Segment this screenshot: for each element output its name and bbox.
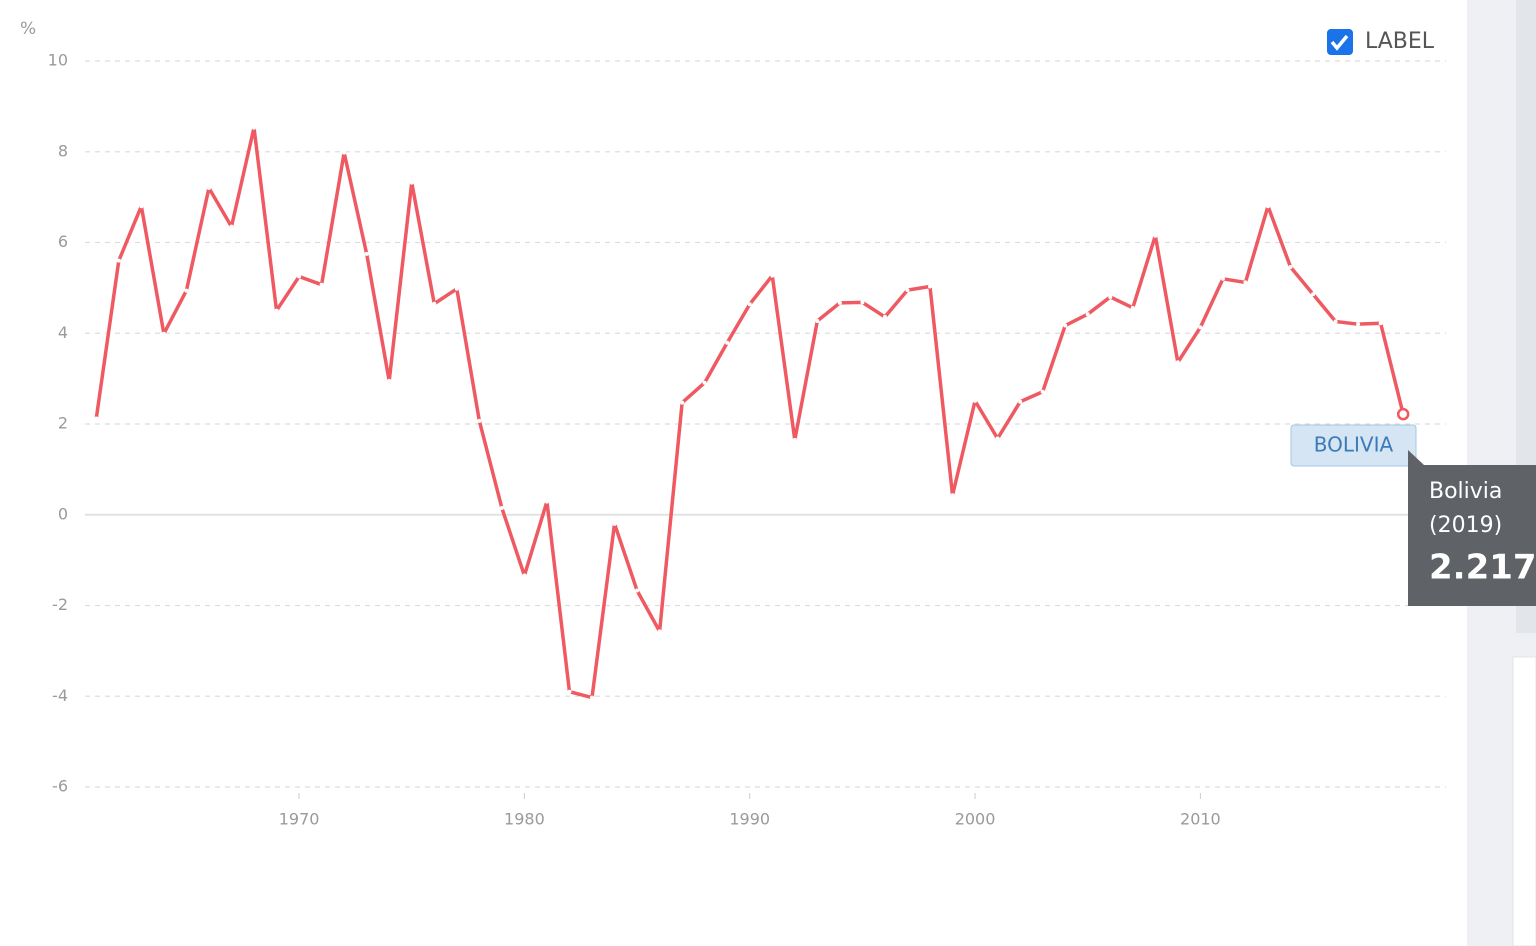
point [477,418,482,423]
point [1198,325,1203,330]
y-tick-label: -6 [52,777,68,796]
point [882,314,887,319]
point [1040,389,1045,394]
y-tick-label: 8 [58,141,68,160]
point [927,284,932,289]
tooltip-name: Bolivia [1429,479,1502,504]
checkbox-label[interactable]: LABEL [1365,29,1435,54]
point [770,273,775,278]
point [747,302,752,307]
side-card [1512,656,1536,946]
point [161,331,166,336]
y-tick-label: -4 [52,686,68,705]
point [522,573,527,578]
tooltip-x: (2019) [1429,513,1502,538]
point [499,505,504,510]
series-label-box [1290,424,1417,467]
point [567,689,572,694]
point [206,186,211,191]
point [612,521,617,526]
point [454,286,459,291]
point [860,300,865,305]
y-tick-label: 10 [48,51,68,70]
x-tick-label: 1970 [279,810,320,829]
point [635,588,640,593]
point [792,437,797,442]
point [1243,280,1248,285]
point [319,282,324,287]
point [1333,319,1338,324]
point [589,695,594,700]
point [1018,399,1023,404]
tooltip-value: 2.217 [1429,548,1536,588]
point [1130,305,1135,310]
highlight-point [1396,407,1410,421]
point [1175,360,1180,365]
point [342,150,347,155]
y-axis-label: % [20,19,36,39]
y-tick-label: 2 [58,414,68,433]
tooltip-box [1408,450,1536,606]
point [387,378,392,383]
label-toggle[interactable]: LABEL [1327,29,1435,55]
point [184,288,189,293]
point [409,180,414,185]
series-label: BOLIVIA [1290,424,1417,467]
point [274,308,279,313]
point [657,629,662,634]
point [973,398,978,403]
x-tick-label: 2000 [955,810,996,829]
point [1378,321,1383,326]
point [1288,265,1293,270]
check-mark [1330,34,1349,51]
point [1085,312,1090,317]
y-tick-label: -2 [52,595,68,614]
point [94,416,99,421]
point [1108,294,1113,299]
point [905,288,910,293]
point [1311,292,1316,297]
point [229,224,234,229]
point [1153,233,1158,238]
point [297,274,302,279]
point [1220,276,1225,281]
point [139,204,144,209]
point [432,301,437,306]
y-tick-label: 4 [58,323,68,342]
point [251,125,256,130]
series-label-text: BOLIVIA [1314,433,1394,457]
tooltip: Bolivia (2019) 2.217 [1408,450,1536,606]
x-tick-label: 1990 [729,810,770,829]
point [1063,323,1068,328]
point [116,258,121,263]
point [995,436,1000,441]
point [1265,204,1270,209]
point [837,300,842,305]
point [364,251,369,256]
y-tick-label: 0 [58,504,68,523]
point [702,380,707,385]
y-tick-label: 6 [58,232,68,251]
point [680,400,685,405]
x-tick-label: 1980 [504,810,545,829]
point [725,340,730,345]
series-line [94,125,1405,700]
point [950,493,955,498]
point [544,499,549,504]
x-tick-label: 2010 [1180,810,1221,829]
point [815,318,820,323]
point [1356,322,1361,327]
